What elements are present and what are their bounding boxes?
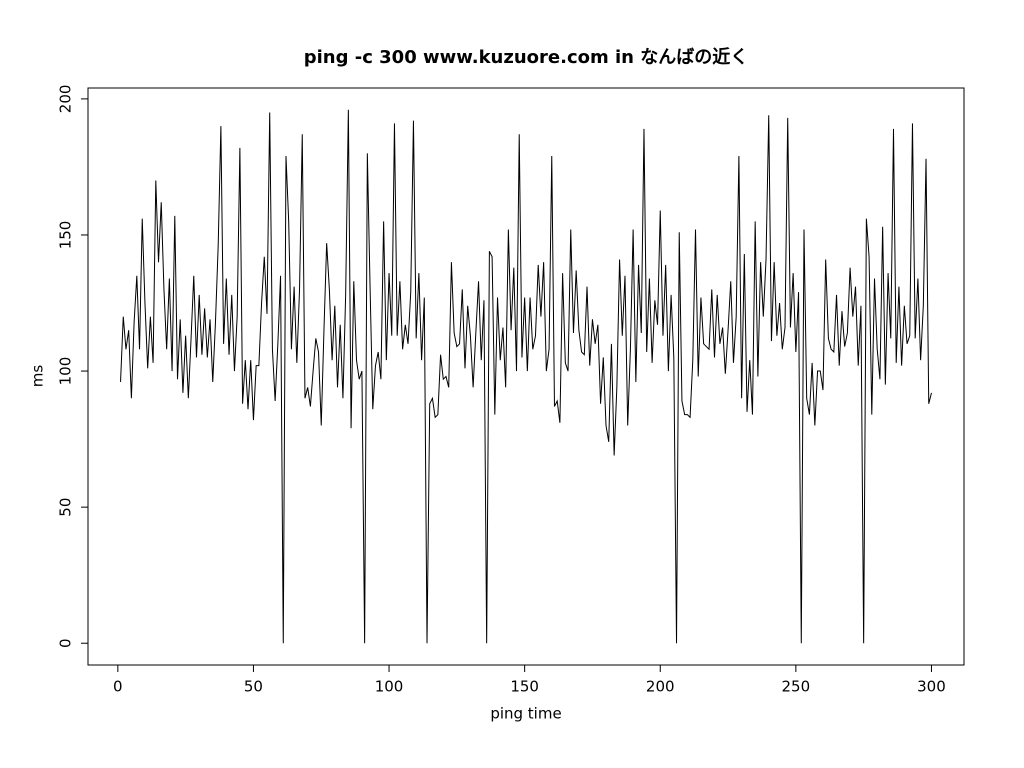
chart-title: ping -c 300 www.kuzuore.com in なんばの近く bbox=[304, 46, 749, 68]
y-axis-label: ms bbox=[29, 365, 47, 388]
x-tick-label: 250 bbox=[782, 678, 811, 696]
data-line bbox=[120, 109, 932, 644]
x-axis-label: ping time bbox=[490, 705, 561, 723]
y-tick-label: 50 bbox=[57, 498, 75, 517]
x-tick-label: 150 bbox=[510, 678, 539, 696]
x-tick-label: 0 bbox=[113, 678, 123, 696]
y-tick-label: 200 bbox=[57, 85, 75, 114]
y-tick-label: 0 bbox=[57, 638, 75, 648]
x-tick-label: 200 bbox=[646, 678, 675, 696]
x-tick-label: 50 bbox=[244, 678, 263, 696]
x-tick-label: 300 bbox=[917, 678, 946, 696]
y-tick-label: 100 bbox=[57, 357, 75, 386]
x-tick-label: 100 bbox=[375, 678, 404, 696]
y-tick-label: 150 bbox=[57, 221, 75, 250]
